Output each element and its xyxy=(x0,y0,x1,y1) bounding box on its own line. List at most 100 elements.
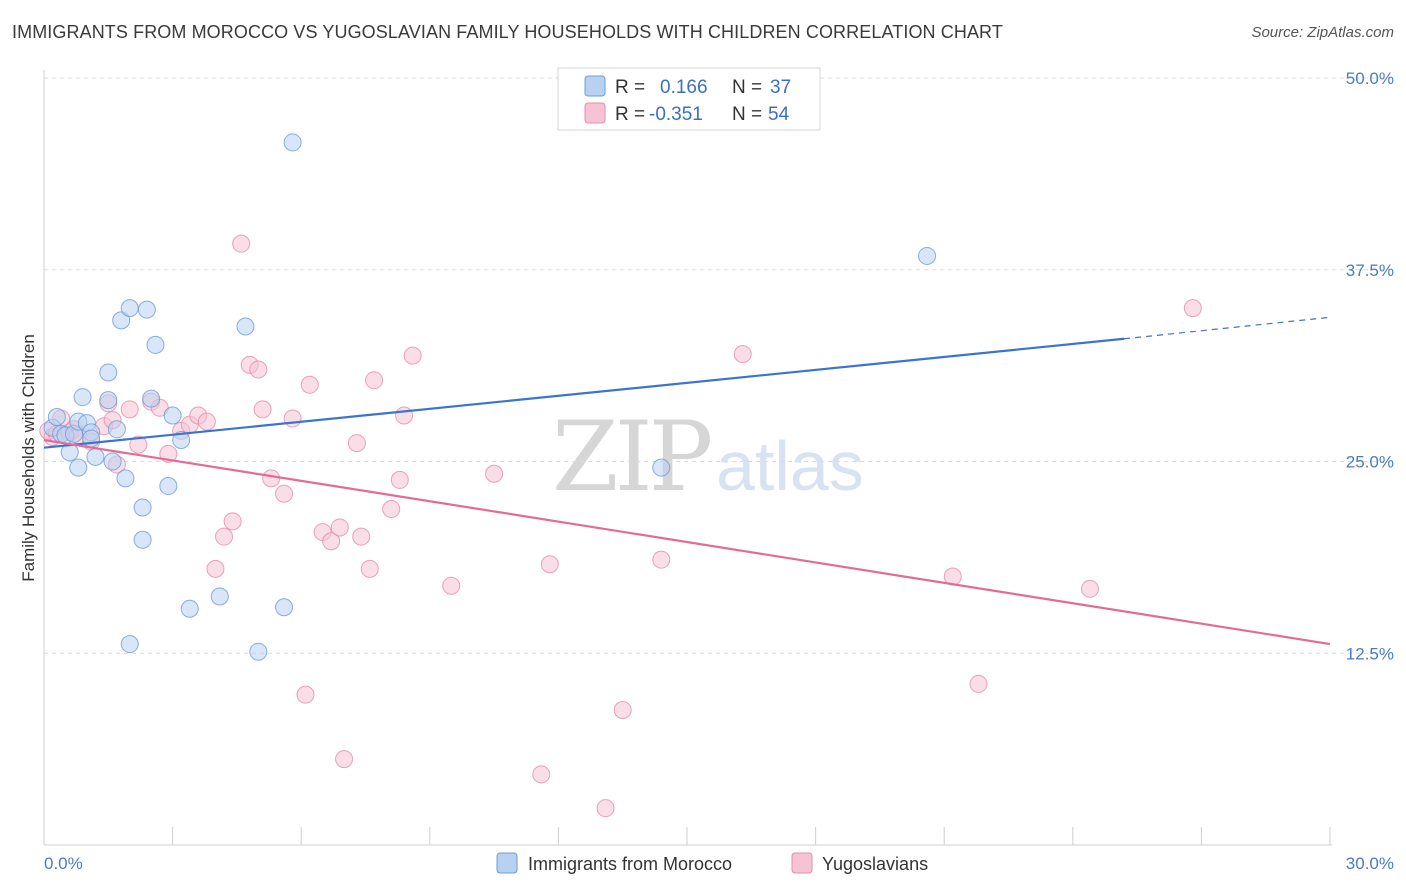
trend-line-morocco-extension xyxy=(1124,316,1331,340)
legend-r-label-pink: R = xyxy=(615,104,645,125)
point-yugoslavians xyxy=(360,559,379,578)
point-morocco xyxy=(142,389,161,408)
point-morocco xyxy=(120,635,139,654)
y-tick-label: 50.0% xyxy=(1346,69,1394,88)
point-yugoslavians xyxy=(540,555,559,574)
point-yugoslavians xyxy=(335,750,354,769)
source-credit: Source: ZipAtlas.com xyxy=(1251,24,1394,41)
point-morocco xyxy=(133,498,152,517)
legend-series: Immigrants from Morocco Yugoslavians xyxy=(496,852,928,874)
legend-n-value-pink: 54 xyxy=(768,104,790,125)
point-yugoslavians xyxy=(296,685,315,704)
point-yugoslavians xyxy=(253,400,272,419)
point-yugoslavians xyxy=(652,550,671,569)
point-morocco xyxy=(103,452,122,471)
point-yugoslavians xyxy=(596,799,615,818)
point-yugoslavians xyxy=(347,434,366,453)
point-yugoslavians xyxy=(300,375,319,394)
legend-swatch-pink xyxy=(584,102,606,124)
x-tick-label-min: 0.0% xyxy=(44,854,83,873)
point-yugoslavians xyxy=(1080,579,1099,598)
point-yugoslavians xyxy=(613,701,632,720)
point-yugoslavians xyxy=(322,532,341,551)
point-morocco xyxy=(172,431,191,450)
point-yugoslavians xyxy=(390,470,409,489)
legend-stats: R = 0.166 N = 37 R = -0.351 N = 54 xyxy=(557,67,821,131)
point-yugoslavians xyxy=(330,518,349,537)
point-morocco xyxy=(180,599,199,618)
legend-n-label-pink: N = xyxy=(732,104,762,125)
y-tick-labels: 12.5% 25.0% 37.5% 50.0% xyxy=(1346,69,1394,663)
point-yugoslavians xyxy=(197,412,216,431)
x-tick-label-max: 30.0% xyxy=(1346,854,1394,873)
point-yugoslavians xyxy=(129,435,148,454)
point-yugoslavians xyxy=(262,469,281,488)
point-morocco xyxy=(283,133,302,152)
point-yugoslavians xyxy=(283,409,302,428)
legend-swatch-yugoslavians xyxy=(791,852,813,874)
legend-n-label-blue: N = xyxy=(732,77,762,98)
legend-label-yugoslavians: Yugoslavians xyxy=(822,854,928,874)
point-yugoslavians xyxy=(352,527,371,546)
trend-line-morocco xyxy=(43,337,1125,449)
chart-title: IMMIGRANTS FROM MOROCCO VS YUGOSLAVIAN F… xyxy=(12,22,1003,42)
watermark: ZIP atlas xyxy=(552,401,864,513)
trend-line-yugoslavians xyxy=(43,438,1331,646)
point-yugoslavians xyxy=(382,500,401,519)
series-yugoslavians-points xyxy=(39,234,1202,818)
legend-label-morocco: Immigrants from Morocco xyxy=(528,854,732,874)
point-yugoslavians xyxy=(485,464,504,483)
point-yugoslavians xyxy=(206,559,225,578)
legend-r-value-pink: -0.351 xyxy=(649,104,703,125)
point-morocco xyxy=(99,363,118,382)
point-morocco xyxy=(120,299,139,318)
point-morocco xyxy=(116,469,135,488)
point-yugoslavians xyxy=(969,674,988,693)
point-morocco xyxy=(133,530,152,549)
legend-swatch-blue xyxy=(584,75,606,97)
axes xyxy=(43,70,1332,846)
point-yugoslavians xyxy=(275,484,294,503)
point-morocco xyxy=(69,458,88,477)
y-axis-title: Family Households with Children xyxy=(19,334,38,582)
point-yugoslavians xyxy=(215,527,234,546)
point-yugoslavians xyxy=(442,576,461,595)
point-morocco xyxy=(918,246,937,265)
point-morocco xyxy=(210,587,229,606)
point-yugoslavians xyxy=(223,512,242,531)
watermark-atlas: atlas xyxy=(716,427,864,505)
point-yugoslavians xyxy=(232,234,251,253)
point-morocco xyxy=(86,447,105,466)
watermark-zip: ZIP xyxy=(552,401,711,513)
point-yugoslavians xyxy=(403,346,422,365)
point-yugoslavians xyxy=(365,371,384,390)
point-morocco xyxy=(73,388,92,407)
point-morocco xyxy=(112,311,131,330)
point-morocco xyxy=(163,406,182,425)
point-morocco xyxy=(159,477,178,496)
point-yugoslavians xyxy=(1183,299,1202,318)
point-morocco xyxy=(249,642,268,661)
point-yugoslavians xyxy=(120,400,139,419)
legend-n-value-blue: 37 xyxy=(770,77,791,98)
y-tick-label: 25.0% xyxy=(1346,453,1394,472)
point-morocco xyxy=(47,408,66,427)
point-morocco xyxy=(275,598,294,617)
point-morocco xyxy=(107,420,126,439)
point-yugoslavians xyxy=(733,345,752,364)
legend-swatch-morocco xyxy=(496,852,518,874)
point-yugoslavians xyxy=(395,406,414,425)
point-morocco xyxy=(652,458,671,477)
y-tick-label: 12.5% xyxy=(1346,644,1394,663)
point-morocco xyxy=(99,391,118,410)
point-morocco xyxy=(146,335,165,354)
y-tick-label: 37.5% xyxy=(1346,261,1394,280)
point-morocco xyxy=(236,317,255,336)
point-yugoslavians xyxy=(532,765,551,784)
trend-lines xyxy=(43,316,1331,646)
x-ticks xyxy=(43,827,1331,845)
point-morocco xyxy=(137,300,156,319)
legend-r-label-blue: R = xyxy=(615,77,645,98)
point-yugoslavians xyxy=(249,360,268,379)
